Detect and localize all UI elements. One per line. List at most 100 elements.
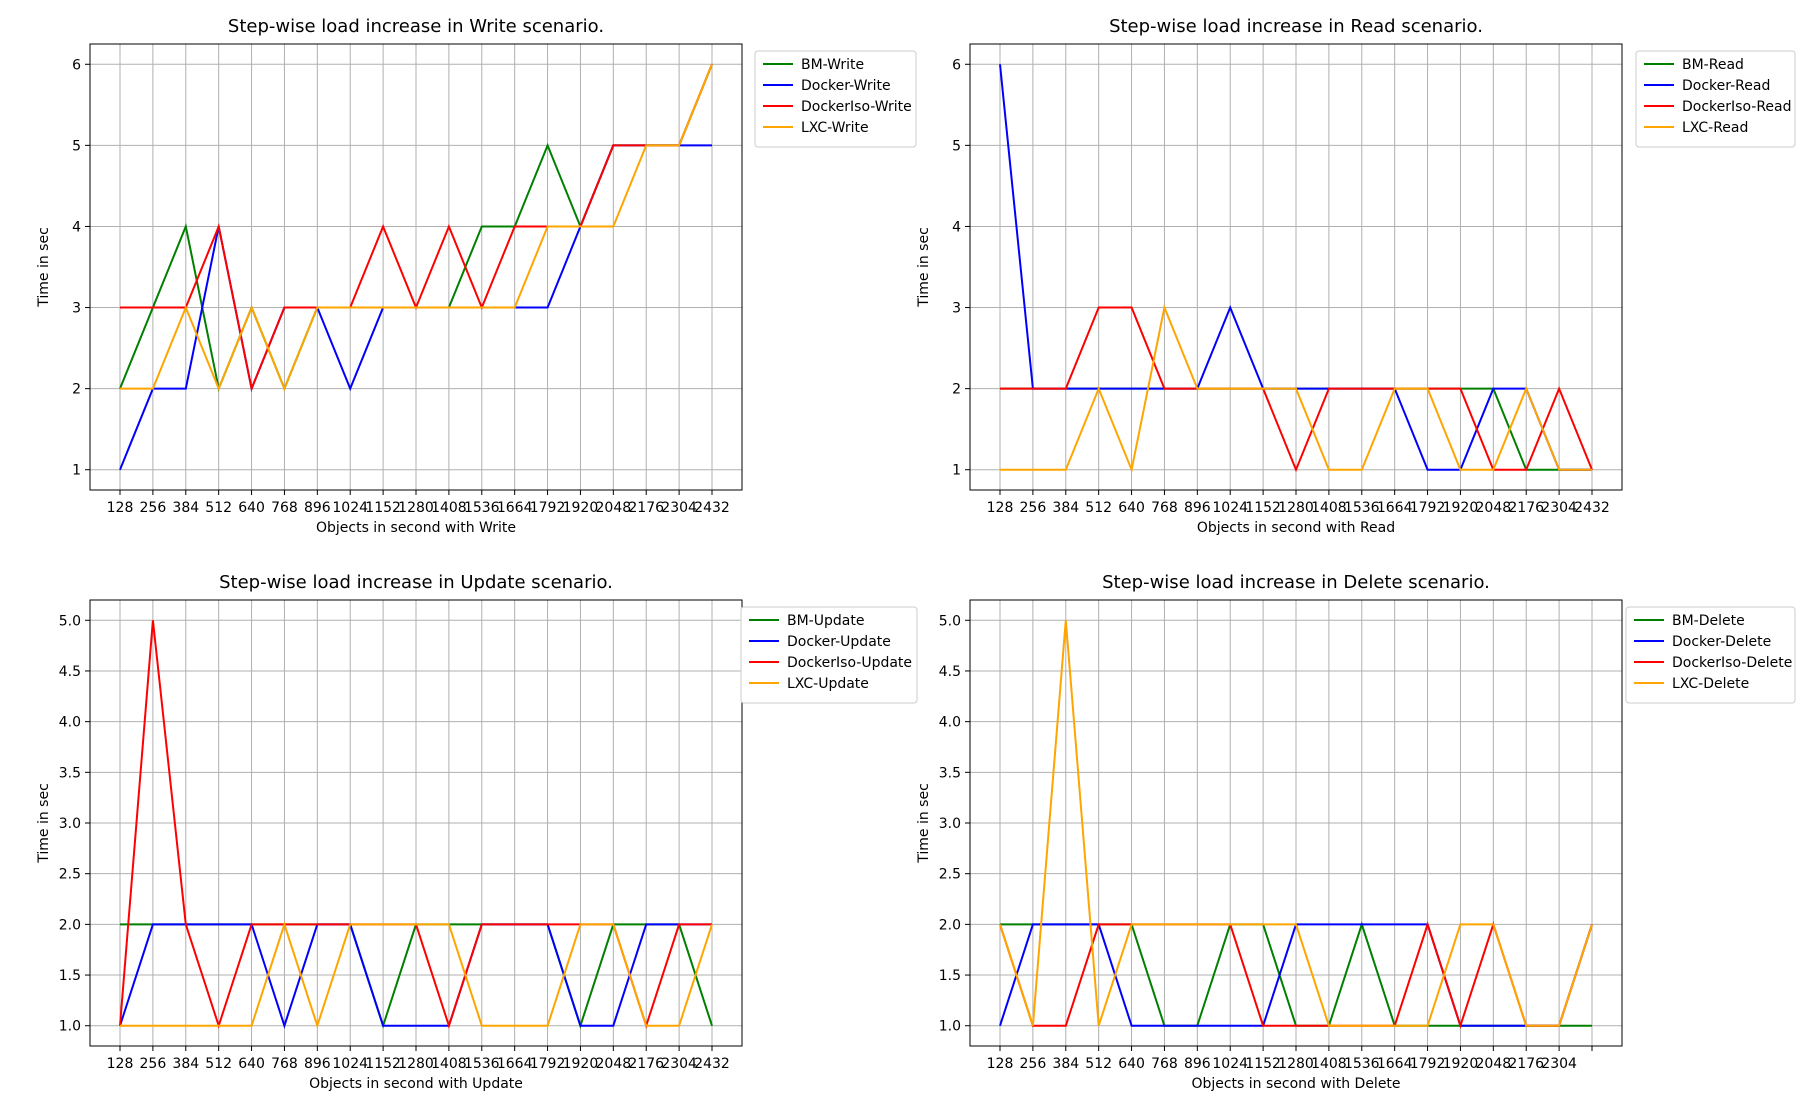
y-tick-label: 4.5 <box>939 664 961 680</box>
legend-entry: Docker-Write <box>801 78 891 94</box>
axes-frame <box>969 43 1623 491</box>
legend-entry: DockerIso-Write <box>801 99 912 115</box>
legend-entry: BM-Delete <box>1672 613 1745 629</box>
x-tick-label: 1152 <box>1245 1056 1281 1072</box>
legend-entry: LXC-Update <box>787 676 869 692</box>
x-tick-label: 1536 <box>464 500 500 516</box>
y-axis-label: Time in sec <box>916 227 932 308</box>
y-tick-label: 5 <box>72 138 81 154</box>
y-tick-label: 3.0 <box>59 816 81 832</box>
axes-frame <box>89 599 743 1047</box>
y-tick-label: 4.5 <box>59 664 81 680</box>
chart-panel-3: 128 256 384 512 640 768 896 1024115212801408153… <box>36 572 918 1092</box>
axes-frame <box>969 599 1623 1047</box>
x-tick-label: 2304 <box>661 1056 697 1072</box>
x-tick-label: 640 <box>238 1056 265 1072</box>
legend-entry: DockerIso-Update <box>787 655 912 671</box>
x-tick-label: 896 <box>1184 1056 1211 1072</box>
x-tick-label: 1920 <box>1443 1056 1479 1072</box>
y-tick-label: 1 <box>952 463 961 479</box>
y-tick-label: 4.0 <box>939 715 961 731</box>
legend-entry: DockerIso-Read <box>1682 99 1792 115</box>
x-tick-label: 1408 <box>1311 1056 1347 1072</box>
y-tick-label: 2.5 <box>59 867 81 883</box>
legend-entry: BM-Update <box>787 613 864 629</box>
x-tick-label: 2432 <box>694 1056 730 1072</box>
y-tick-label: 1.5 <box>59 968 81 984</box>
legend: BM-Update Docker-Update DockerIso-Update LX… <box>740 606 918 704</box>
x-tick-label: 640 <box>1118 1056 1145 1072</box>
x-tick-label: 1664 <box>497 500 533 516</box>
x-tick-label: 128 <box>987 1056 1014 1072</box>
y-tick-label: 3.5 <box>59 765 81 781</box>
x-tick-label: 2176 <box>628 1056 664 1072</box>
x-tick-label: 2432 <box>694 500 730 516</box>
x-tick-label: 896 <box>1184 500 1211 516</box>
legend-entry: Docker-Delete <box>1672 634 1771 650</box>
x-tick-label: 640 <box>238 500 265 516</box>
x-axis-label: Objects in second with Delete <box>1191 1076 1400 1092</box>
x-tick-label: 2048 <box>1476 1056 1512 1072</box>
y-axis-label: Time in sec <box>36 227 52 308</box>
x-tick-label: 1024 <box>332 500 368 516</box>
x-tick-label: 2432 <box>1574 500 1610 516</box>
y-tick-label: 3 <box>952 301 961 317</box>
x-tick-label: 896 <box>304 500 331 516</box>
y-tick-label: 4 <box>72 219 81 235</box>
y-tick-label: 1.0 <box>59 1019 81 1035</box>
legend-entry: BM-Read <box>1682 57 1744 73</box>
legend-box <box>1635 50 1796 148</box>
x-tick-label: 640 <box>1118 500 1145 516</box>
x-tick-label: 896 <box>304 1056 331 1072</box>
y-axis-label: Time in sec <box>916 783 932 864</box>
chart-title: Step-wise load increase in Write scenari… <box>228 16 604 37</box>
x-tick-label: 512 <box>1085 1056 1112 1072</box>
x-tick-label: 1152 <box>365 1056 401 1072</box>
y-tick-label: 2.0 <box>939 917 961 933</box>
x-tick-label: 1536 <box>1344 1056 1380 1072</box>
chart-title: Step-wise load increase in Read scenario… <box>1109 16 1483 37</box>
series-line-lxc-write <box>120 63 713 392</box>
x-tick-label: 256 <box>140 1056 167 1072</box>
x-tick-label: 384 <box>172 1056 199 1072</box>
x-tick-label: 1920 <box>563 500 599 516</box>
x-tick-label: 384 <box>1052 1056 1079 1072</box>
x-tick-label: 512 <box>205 1056 232 1072</box>
x-tick-label: 1024 <box>332 1056 368 1072</box>
x-tick-label: 128 <box>107 1056 134 1072</box>
y-tick-label: 5.0 <box>59 613 81 629</box>
x-tick-label: 2048 <box>596 1056 632 1072</box>
legend: BM-Read Docker-Read DockerIso-Read LXC-Read <box>1635 50 1796 148</box>
x-axis-label: Objects in second with Read <box>1197 520 1395 536</box>
x-tick-label: 2176 <box>1508 1056 1544 1072</box>
axes-frame <box>89 43 743 491</box>
x-tick-label: 128 <box>987 500 1014 516</box>
y-tick-label: 4 <box>952 219 961 235</box>
legend: BM-Delete Docker-Delete DockerIso-Delete LX… <box>1625 606 1796 704</box>
y-tick-label: 4.0 <box>59 715 81 731</box>
x-tick-label: 768 <box>1151 500 1178 516</box>
x-tick-label: 128 <box>107 500 134 516</box>
y-axis-label: Time in sec <box>36 783 52 864</box>
y-tick-label: 6 <box>952 57 961 73</box>
x-tick-label: 512 <box>1085 500 1112 516</box>
y-tick-label: 2.5 <box>939 867 961 883</box>
x-tick-label: 1920 <box>1443 500 1479 516</box>
x-tick-label: 256 <box>1020 500 1047 516</box>
legend-box <box>754 50 917 148</box>
y-tick-label: 5.0 <box>939 613 961 629</box>
x-tick-label: 2048 <box>1476 500 1512 516</box>
y-tick-label: 1.0 <box>939 1019 961 1035</box>
x-tick-label: 1024 <box>1212 1056 1248 1072</box>
chart-title: Step-wise load increase in Delete scenar… <box>1102 572 1490 593</box>
y-tick-label: 2 <box>72 382 81 398</box>
x-tick-label: 256 <box>140 500 167 516</box>
x-tick-label: 512 <box>205 500 232 516</box>
chart-panel-1: 128 256 384 512 640 768 896 1024115212801408153… <box>36 16 917 536</box>
series-line-lxc-read <box>1000 304 1592 474</box>
x-tick-label: 768 <box>1151 1056 1178 1072</box>
x-tick-label: 1280 <box>398 500 434 516</box>
x-tick-label: 1024 <box>1212 500 1248 516</box>
x-tick-label: 1536 <box>464 1056 500 1072</box>
